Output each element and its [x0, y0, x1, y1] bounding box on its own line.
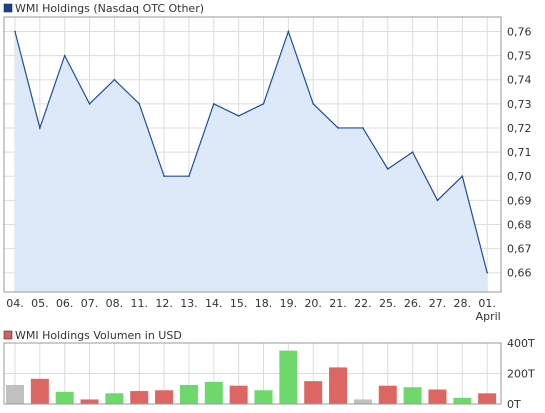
- price-x-tick-label: 25.: [379, 297, 397, 310]
- price-x-tick-label: 07.: [81, 297, 99, 310]
- price-data-point: [163, 175, 165, 178]
- price-data-point: [39, 127, 41, 129]
- price-data-point: [461, 175, 464, 178]
- price-y-tick-label: 0,71: [507, 146, 532, 159]
- volume-bar: [80, 399, 99, 404]
- volume-bar: [6, 384, 24, 404]
- price-data-point: [436, 199, 439, 202]
- price-legend-swatch: [3, 3, 13, 13]
- price-data-point: [262, 103, 265, 105]
- price-y-tick-label: 0,72: [507, 122, 532, 135]
- price-x-tick-label: 19.: [280, 297, 298, 310]
- price-y-tick-label: 0,68: [507, 218, 532, 231]
- price-data-point: [113, 78, 116, 81]
- price-area-fill: [15, 31, 488, 292]
- price-x-tick-label: 14.: [205, 297, 223, 310]
- volume-plot-frame: [3, 342, 502, 405]
- volume-bar: [353, 399, 372, 404]
- volume-bar: [204, 381, 223, 404]
- price-y-tick-label: 0,66: [507, 267, 532, 280]
- volume-bar: [304, 381, 323, 405]
- volume-legend-swatch: [3, 330, 13, 340]
- price-chart: 0,66 0,67 0,68 0,69 0,70 0,71 0,72 0,73 0,74 0,75…: [3, 16, 532, 323]
- price-x-tick-label: 21.: [329, 297, 347, 310]
- price-plot-frame: [3, 16, 502, 293]
- price-data-point: [411, 151, 414, 153]
- price-data-point: [88, 103, 91, 105]
- price-data-point: [386, 168, 389, 170]
- price-data-point: [237, 115, 240, 117]
- volume-bar: [155, 390, 174, 404]
- price-x-tick-label: 04.: [6, 297, 24, 310]
- price-y-tick-label: 0,74: [507, 74, 532, 87]
- volume-bar: [55, 391, 74, 404]
- price-data-point: [486, 271, 488, 274]
- price-data-point: [337, 127, 339, 129]
- volume-y-tick-label: 200T: [507, 368, 535, 381]
- price-legend-label: WMI Holdings (Nasdaq OTC Other): [15, 2, 204, 15]
- price-data-point: [63, 54, 66, 57]
- price-x-tick-label: 12.: [155, 297, 173, 310]
- price-data-point: [362, 127, 364, 129]
- price-y-tick-label: 0,67: [507, 243, 532, 256]
- volume-bar: [254, 390, 273, 404]
- price-x-tick-label: 08.: [106, 297, 124, 310]
- volume-bar: [403, 387, 422, 404]
- volume-bar: [130, 391, 149, 404]
- price-data-point: [188, 175, 190, 178]
- price-x-tick-label: 11.: [131, 297, 149, 310]
- price-y-tick-label: 0,76: [507, 25, 532, 38]
- price-data-point: [213, 103, 215, 105]
- price-y-tick-label: 0,70: [507, 170, 532, 183]
- price-x-tick-label: 13.: [180, 297, 198, 310]
- price-data-point: [287, 30, 290, 33]
- price-x-sublabel: April: [476, 310, 501, 323]
- price-data-point: [14, 30, 16, 33]
- volume-bar: [279, 350, 298, 405]
- price-legend: WMI Holdings (Nasdaq OTC Other): [3, 2, 204, 15]
- price-y-tick-label: 0,75: [507, 50, 532, 63]
- volume-y-tick-label: 0T: [507, 398, 521, 411]
- volume-bar: [453, 397, 472, 404]
- price-data-point: [312, 103, 315, 105]
- price-x-tick-label: 06.: [56, 297, 74, 310]
- volume-bar: [428, 389, 447, 404]
- price-y-tick-label: 0,73: [507, 98, 532, 111]
- price-y-tick-label: 0,69: [507, 194, 532, 207]
- volume-bar: [329, 367, 348, 404]
- volume-bar: [478, 393, 497, 404]
- price-x-tick-label: 26.: [404, 297, 422, 310]
- price-x-tick-label: 28.: [454, 297, 472, 310]
- volume-bar: [378, 385, 397, 404]
- volume-bar: [105, 393, 124, 404]
- volume-legend: WMI Holdings Volumen in USD: [3, 329, 182, 342]
- price-series-line: [14, 29, 488, 273]
- price-x-tick-label: 22.: [354, 297, 372, 310]
- volume-bar: [30, 378, 49, 404]
- volume-bar: [229, 385, 248, 404]
- volume-chart: 0T 200T 400T: [3, 337, 535, 411]
- price-x-tick-label: 20.: [304, 297, 322, 310]
- price-data-point: [138, 103, 141, 105]
- price-x-tick-label: 15.: [230, 297, 248, 310]
- price-x-tick-label: 18.: [255, 297, 273, 310]
- volume-legend-label: WMI Holdings Volumen in USD: [15, 329, 182, 342]
- price-x-tick-label: 01.: [478, 297, 496, 310]
- price-x-tick-label: 27.: [429, 297, 447, 310]
- volume-bar: [179, 384, 198, 404]
- volume-y-tick-label: 400T: [507, 337, 535, 350]
- price-x-tick-label: 05.: [31, 297, 49, 310]
